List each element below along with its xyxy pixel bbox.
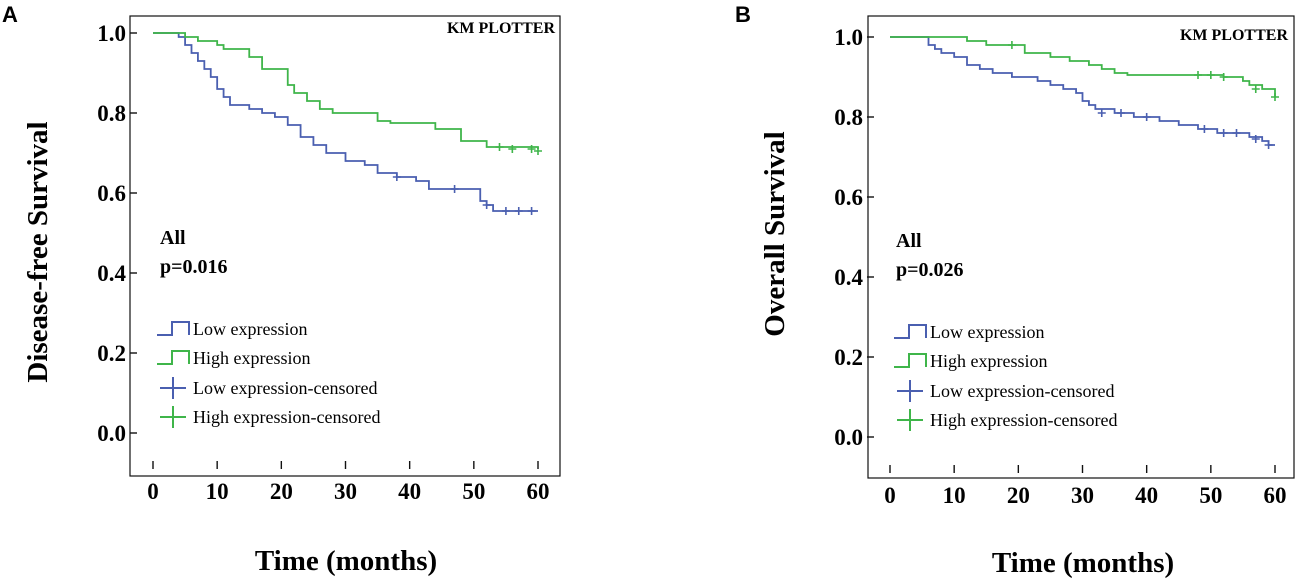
- panel-b-plot-frame: [867, 15, 1295, 479]
- high-censor-mark: [527, 145, 536, 153]
- panel-b-label: B: [735, 2, 751, 27]
- x-tick-label: 20: [1007, 483, 1030, 508]
- x-tick-label: 30: [1071, 483, 1094, 508]
- low-censor-mark: [392, 173, 401, 181]
- legend-low-censored-icon: [897, 380, 923, 402]
- x-tick-label: 30: [334, 479, 357, 504]
- panel-b-title: KM PLOTTER: [1180, 27, 1288, 44]
- panel-b-curves: [890, 36, 1279, 149]
- panel-a-label: A: [2, 2, 18, 27]
- panel-a: A KM PLOTTER Disease-free Survival Time …: [2, 2, 561, 577]
- legend-high-label: High expression: [193, 348, 310, 368]
- x-tick-label: 0: [147, 479, 159, 504]
- low-expression-curve: [153, 32, 538, 212]
- low-censor-mark: [1142, 113, 1151, 121]
- high-censor-mark: [1271, 93, 1279, 101]
- legend-high-censored-icon: [160, 406, 186, 428]
- y-tick-label: 0.4: [97, 261, 126, 286]
- low-censor-mark: [1264, 141, 1273, 149]
- high-censor-mark: [1251, 85, 1260, 93]
- x-tick-label: 60: [1264, 483, 1287, 508]
- y-tick-label: 1.0: [97, 21, 126, 46]
- panel-a-curves: [153, 32, 542, 215]
- high-expression-curve: [153, 32, 539, 149]
- x-tick-label: 20: [270, 479, 293, 504]
- legend-low-label: Low expression: [930, 322, 1044, 342]
- low-censor-mark: [1251, 135, 1260, 143]
- panel-b-xlabel: Time (months): [992, 547, 1174, 579]
- high-censor-mark: [1007, 41, 1016, 49]
- x-tick-label: 50: [462, 479, 485, 504]
- x-tick-label: 10: [206, 479, 229, 504]
- panel-b-annotation-group: All: [896, 230, 922, 252]
- panel-a-xlabel: Time (months): [255, 545, 437, 577]
- y-tick-label: 0.4: [834, 265, 863, 290]
- legend-low-censored-label: Low expression-censored: [193, 378, 377, 398]
- high-censor-mark: [534, 147, 542, 155]
- legend-high-icon: [157, 350, 190, 365]
- x-tick-label: 50: [1199, 483, 1222, 508]
- legend-low-censored-icon: [160, 377, 186, 399]
- y-tick-label: 0.2: [97, 341, 126, 366]
- panel-a-annotation-p: p=0.016: [160, 256, 228, 278]
- panel-b: B KM PLOTTER Overall Survival Time (mont…: [735, 2, 1295, 579]
- legend-low-censored-label: Low expression-censored: [930, 381, 1114, 401]
- legend-high-censored-label: High expression-censored: [193, 407, 380, 427]
- high-censor-mark: [1206, 71, 1215, 79]
- high-expression-curve: [890, 36, 1276, 97]
- x-tick-label: 40: [398, 479, 421, 504]
- y-tick-label: 0.6: [834, 185, 863, 210]
- low-expression-curve: [890, 36, 1275, 146]
- y-tick-label: 1.0: [834, 25, 863, 50]
- low-censor-mark: [482, 201, 491, 209]
- low-censor-mark: [1232, 129, 1241, 137]
- high-censor-mark: [495, 143, 504, 151]
- panel-a-ylabel: Disease-free Survival: [22, 121, 54, 382]
- panel-b-annotation-p: p=0.026: [896, 259, 964, 281]
- low-censor-mark: [501, 207, 510, 215]
- panel-a-plot-frame: [129, 15, 561, 477]
- panel-a-title: KM PLOTTER: [447, 20, 555, 37]
- y-tick-label: 0.0: [97, 421, 126, 446]
- legend-high-censored-label: High expression-censored: [930, 410, 1117, 430]
- panel-b-legend: Low expression High expression Low expre…: [894, 322, 1117, 431]
- low-censor-mark: [514, 207, 523, 215]
- high-censor-mark: [1219, 73, 1228, 81]
- low-censor-mark: [1219, 129, 1228, 137]
- legend-low-label: Low expression: [193, 319, 307, 339]
- panel-a-annotation-group: All: [160, 227, 186, 249]
- x-tick-label: 0: [884, 483, 896, 508]
- panel-b-ylabel: Overall Survival: [759, 131, 791, 336]
- panel-a-legend: Low expression High expression Low expre…: [157, 319, 380, 428]
- low-censor-mark: [1200, 125, 1209, 133]
- y-tick-label: 0.0: [834, 425, 863, 450]
- x-tick-label: 10: [943, 483, 966, 508]
- legend-high-label: High expression: [930, 351, 1047, 371]
- low-censor-mark: [527, 207, 536, 215]
- panel-a-axes: 0 10 20 30 40 50 60 0.0 0.2 0.4 0.6 0.8 1.0: [97, 21, 549, 504]
- low-censor-mark: [1097, 109, 1106, 117]
- y-tick-label: 0.8: [97, 101, 126, 126]
- y-tick-label: 0.6: [97, 181, 126, 206]
- legend-low-icon: [157, 321, 190, 336]
- legend-low-icon: [894, 324, 927, 339]
- x-tick-label: 60: [527, 479, 550, 504]
- y-tick-label: 0.2: [834, 345, 863, 370]
- y-tick-label: 0.8: [834, 105, 863, 130]
- high-censor-mark: [1194, 71, 1202, 79]
- low-censor-mark: [450, 185, 459, 193]
- high-censor-mark: [508, 145, 517, 153]
- legend-high-censored-icon: [897, 409, 923, 431]
- panel-b-axes: 0 10 20 30 40 50 60 0.0 0.2 0.4 0.6 0.8 1.0: [834, 25, 1286, 508]
- x-tick-label: 40: [1135, 483, 1158, 508]
- legend-high-icon: [894, 353, 927, 368]
- low-censor-mark: [1117, 109, 1125, 117]
